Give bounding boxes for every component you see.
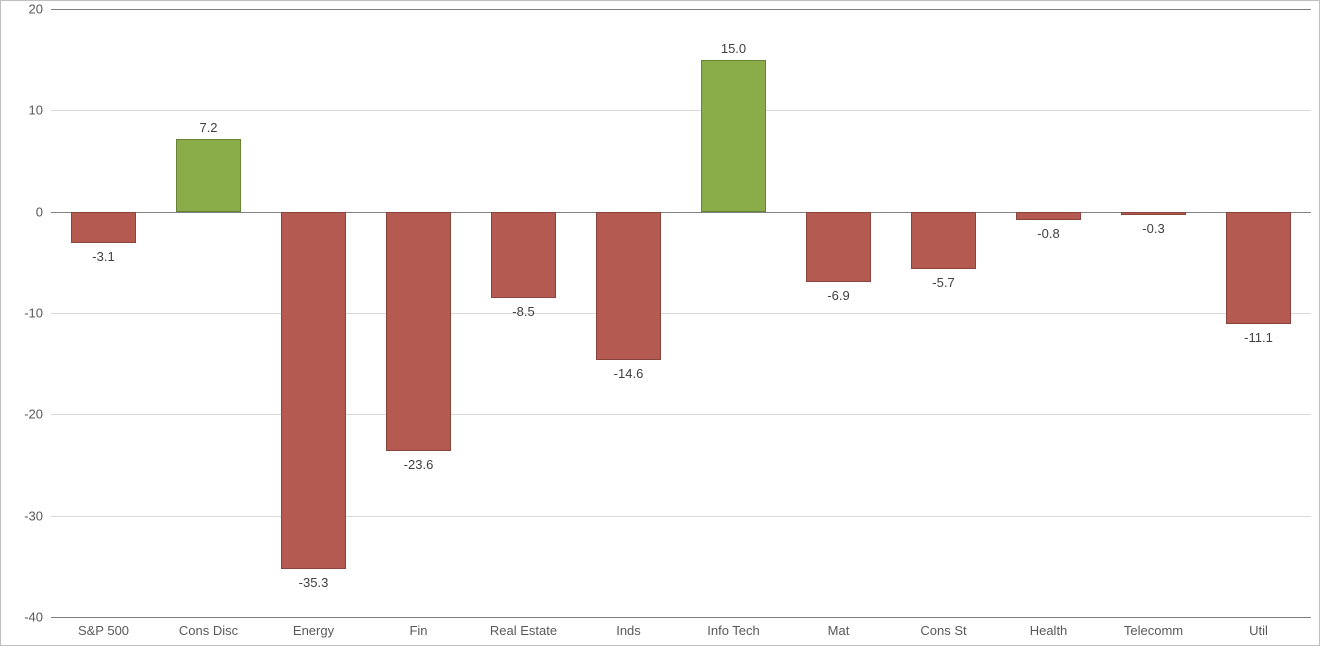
bar-value-label: -35.3 (299, 575, 329, 590)
bar-value-label: -11.1 (1244, 330, 1273, 345)
bar (701, 60, 766, 212)
gridline (51, 9, 1311, 10)
y-tick-label: 20 (9, 2, 43, 17)
bar (281, 212, 346, 570)
bar-value-label: -5.7 (932, 275, 954, 290)
bar (176, 139, 241, 212)
y-tick-label: -20 (9, 407, 43, 422)
x-tick-label: Real Estate (490, 623, 557, 638)
x-tick-label: Cons St (920, 623, 966, 638)
plot-area: -40-30-20-1001020-3.1S&P 5007.2Cons Disc… (51, 9, 1311, 617)
bar (386, 212, 451, 451)
bar-value-label: -14.6 (614, 366, 644, 381)
y-tick-label: -40 (9, 610, 43, 625)
x-tick-label: Util (1249, 623, 1268, 638)
bar (911, 212, 976, 270)
gridline (51, 414, 1311, 415)
x-tick-label: Info Tech (707, 623, 760, 638)
gridline (51, 313, 1311, 314)
gridline (51, 617, 1311, 618)
bar-value-label: -0.3 (1142, 221, 1164, 236)
bar (596, 212, 661, 360)
bar-value-label: -6.9 (827, 288, 849, 303)
sector-returns-chart: -40 -30 -20 -10 0 10 20 -3.1 S&P 500 7.2 Cons Disc… (0, 0, 1320, 646)
bar-value-label: -0.8 (1037, 226, 1059, 241)
gridline (51, 516, 1311, 517)
x-tick-label: Health (1030, 623, 1068, 638)
bar (1016, 212, 1081, 220)
bar (491, 212, 556, 298)
bar (1121, 212, 1186, 215)
x-tick-label: Telecomm (1124, 623, 1183, 638)
bar (71, 212, 136, 243)
y-tick-label: 0 (9, 204, 43, 219)
bar-value-label: -23.6 (404, 457, 434, 472)
x-tick-label: Inds (616, 623, 641, 638)
x-tick-label: Energy (293, 623, 334, 638)
bar (806, 212, 871, 282)
x-tick-label: Fin (409, 623, 427, 638)
y-tick-label: -30 (9, 508, 43, 523)
x-tick-label: Mat (828, 623, 850, 638)
bar-value-label: 15.0 (721, 41, 746, 56)
bar-value-label: -3.1 (92, 249, 114, 264)
bar-value-label: -8.5 (512, 304, 534, 319)
y-tick-label: -10 (9, 306, 43, 321)
gridline (51, 110, 1311, 111)
bar (1226, 212, 1291, 324)
bar-value-label: 7.2 (199, 120, 217, 135)
x-tick-label: Cons Disc (179, 623, 238, 638)
x-tick-label: S&P 500 (78, 623, 129, 638)
y-tick-label: 10 (9, 103, 43, 118)
